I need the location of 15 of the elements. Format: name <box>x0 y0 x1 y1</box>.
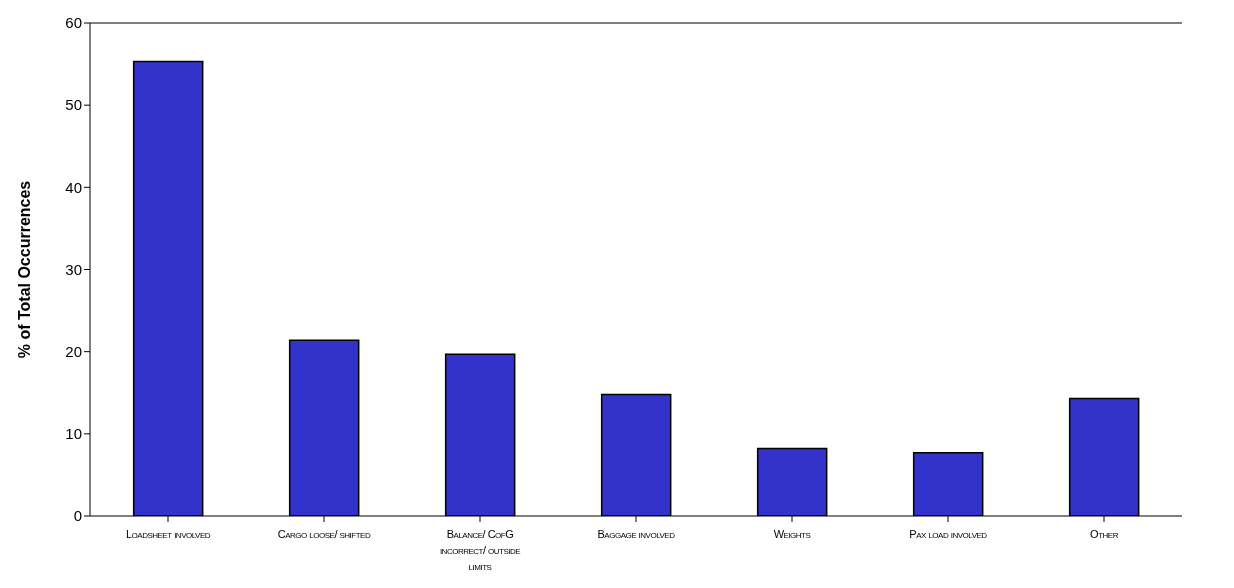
x-tick-label: Loadsheet involved <box>125 528 211 540</box>
x-tick-label: Other <box>1090 528 1119 540</box>
y-tick-label: 40 <box>65 178 82 196</box>
x-tick-label: Pax load involved <box>909 528 988 540</box>
x-tick-label: Weights <box>773 528 811 540</box>
x-tick-label: Balance/ CofG incorrect/ outside limits <box>439 528 521 572</box>
x-tick-label: Cargo loose/ shifted <box>277 528 371 540</box>
y-tick-label: 10 <box>65 425 82 443</box>
y-tick-label: 30 <box>65 260 82 278</box>
y-tick-label: 20 <box>65 342 82 360</box>
y-tick-label: 0 <box>73 507 82 525</box>
x-tick-label: Baggage involved <box>597 528 676 540</box>
y-axis-title: % of Total Occurrences <box>15 180 33 359</box>
y-tick-label: 60 <box>65 14 82 32</box>
y-tick-label: 50 <box>65 96 82 114</box>
